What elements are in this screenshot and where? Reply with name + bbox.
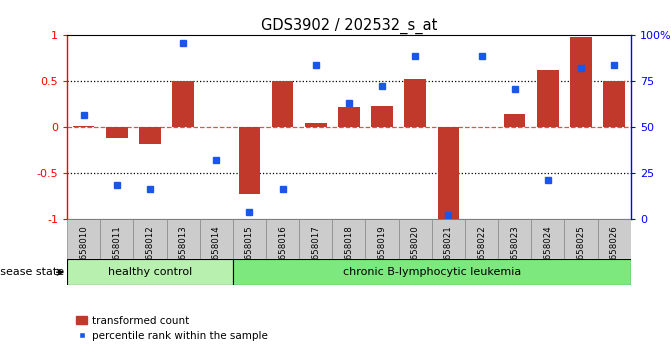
Bar	[338, 107, 360, 127]
Text: GSM658014: GSM658014	[212, 225, 221, 278]
Bar	[266, 219, 299, 260]
Bar	[139, 127, 161, 144]
Bar	[465, 219, 498, 260]
Text: GSM658011: GSM658011	[112, 225, 121, 278]
Bar	[73, 126, 95, 127]
Bar	[504, 114, 525, 127]
Bar	[603, 81, 625, 127]
Bar	[537, 70, 559, 127]
Text: GSM658016: GSM658016	[278, 225, 287, 278]
Bar	[233, 259, 631, 285]
Bar	[233, 219, 266, 260]
Bar	[172, 81, 194, 127]
Bar	[106, 127, 127, 138]
Bar	[332, 219, 366, 260]
Bar	[432, 219, 465, 260]
Bar	[166, 219, 200, 260]
Bar	[272, 81, 293, 127]
Bar	[67, 219, 100, 260]
Text: GSM658022: GSM658022	[477, 225, 486, 278]
Text: GSM658026: GSM658026	[610, 225, 619, 278]
Bar	[134, 219, 166, 260]
Text: GSM658020: GSM658020	[411, 225, 420, 278]
Bar	[239, 127, 260, 194]
Bar	[531, 219, 564, 260]
Bar	[100, 219, 134, 260]
Text: GSM658015: GSM658015	[245, 225, 254, 278]
Text: GSM658018: GSM658018	[344, 225, 354, 278]
Bar	[498, 219, 531, 260]
Bar	[67, 259, 233, 285]
Text: GSM658012: GSM658012	[146, 225, 154, 278]
Text: GSM658023: GSM658023	[510, 225, 519, 278]
Text: chronic B-lymphocytic leukemia: chronic B-lymphocytic leukemia	[343, 267, 521, 277]
Bar	[598, 219, 631, 260]
Text: GSM658021: GSM658021	[444, 225, 453, 278]
Text: healthy control: healthy control	[108, 267, 192, 277]
Bar	[570, 37, 592, 127]
Bar	[405, 79, 426, 127]
Bar	[437, 127, 459, 219]
Text: GSM658013: GSM658013	[178, 225, 188, 278]
Text: GSM658024: GSM658024	[544, 225, 552, 278]
Bar	[305, 123, 327, 127]
Bar	[200, 219, 233, 260]
Legend: transformed count, percentile rank within the sample: transformed count, percentile rank withi…	[72, 312, 272, 345]
Text: GSM658010: GSM658010	[79, 225, 88, 278]
Bar	[564, 219, 598, 260]
Bar	[371, 106, 393, 127]
Text: GSM658017: GSM658017	[311, 225, 320, 278]
Title: GDS3902 / 202532_s_at: GDS3902 / 202532_s_at	[261, 18, 437, 34]
Bar	[299, 219, 332, 260]
Text: disease state: disease state	[0, 267, 64, 277]
Bar	[399, 219, 432, 260]
Text: GSM658025: GSM658025	[576, 225, 586, 278]
Text: GSM658019: GSM658019	[378, 225, 386, 278]
Bar	[366, 219, 399, 260]
